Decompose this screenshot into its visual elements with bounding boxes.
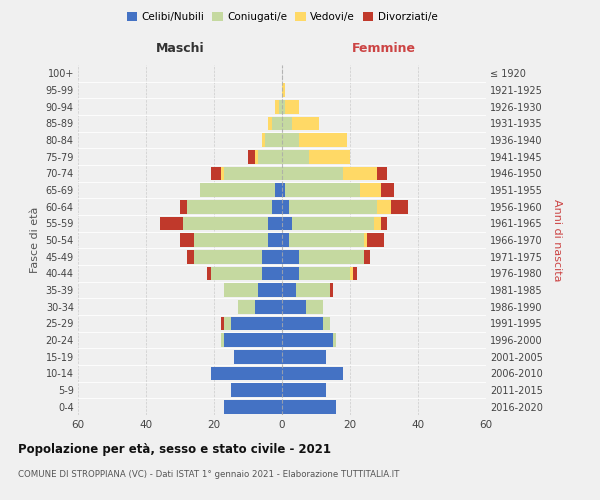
Bar <box>160 216 184 230</box>
Bar <box>231 383 282 397</box>
Bar <box>343 166 377 180</box>
Bar <box>194 250 262 264</box>
Bar <box>329 283 333 297</box>
Bar <box>255 300 282 314</box>
Bar <box>350 266 353 280</box>
Bar <box>282 266 299 280</box>
Bar <box>224 333 282 347</box>
Bar <box>258 283 282 297</box>
Bar <box>224 400 282 413</box>
Bar <box>231 316 282 330</box>
Bar <box>282 383 326 397</box>
Text: Popolazione per età, sesso e stato civile - 2021: Popolazione per età, sesso e stato civil… <box>18 442 331 456</box>
Bar <box>194 233 268 247</box>
Bar <box>282 300 306 314</box>
Bar <box>282 333 333 347</box>
Bar <box>262 266 282 280</box>
Bar <box>306 300 323 314</box>
Bar <box>238 300 255 314</box>
Bar <box>289 200 377 213</box>
Bar <box>377 200 391 213</box>
Bar <box>262 250 282 264</box>
Bar <box>282 166 343 180</box>
Bar <box>221 333 224 347</box>
Bar <box>323 316 329 330</box>
Bar <box>282 216 292 230</box>
Bar <box>364 250 370 264</box>
Bar <box>282 100 286 114</box>
Bar <box>282 283 296 297</box>
Bar <box>180 233 194 247</box>
Bar <box>282 83 286 97</box>
Bar <box>187 250 194 264</box>
Bar <box>262 133 265 147</box>
Bar <box>299 266 350 280</box>
Bar <box>272 200 282 213</box>
Bar <box>265 133 282 147</box>
Bar <box>391 200 408 213</box>
Bar <box>278 100 282 114</box>
Bar <box>282 316 323 330</box>
Bar <box>235 350 282 364</box>
Bar <box>282 350 326 364</box>
Bar <box>292 216 374 230</box>
Bar <box>184 216 268 230</box>
Bar <box>289 233 364 247</box>
Bar <box>211 166 221 180</box>
Bar <box>258 150 282 164</box>
Bar <box>286 183 360 197</box>
Bar <box>292 116 319 130</box>
Text: Maschi: Maschi <box>155 42 205 55</box>
Bar <box>282 366 343 380</box>
Bar <box>377 166 388 180</box>
Bar <box>374 216 380 230</box>
Bar <box>248 150 255 164</box>
Bar <box>367 233 384 247</box>
Bar <box>211 366 282 380</box>
Bar <box>221 316 224 330</box>
Text: COMUNE DI STROPPIANA (VC) - Dati ISTAT 1° gennaio 2021 - Elaborazione TUTTITALIA: COMUNE DI STROPPIANA (VC) - Dati ISTAT 1… <box>18 470 400 479</box>
Bar <box>299 133 347 147</box>
Bar <box>275 100 278 114</box>
Bar <box>360 183 380 197</box>
Bar <box>272 116 282 130</box>
Bar <box>309 150 350 164</box>
Bar <box>282 150 309 164</box>
Bar <box>207 266 211 280</box>
Bar <box>364 233 367 247</box>
Bar <box>353 266 357 280</box>
Bar <box>282 400 337 413</box>
Bar <box>187 200 272 213</box>
Bar <box>296 283 329 297</box>
Text: Femmine: Femmine <box>352 42 416 55</box>
Bar <box>211 266 262 280</box>
Bar <box>282 116 292 130</box>
Bar <box>224 316 231 330</box>
Bar <box>282 200 289 213</box>
Bar <box>180 200 187 213</box>
Bar <box>333 333 337 347</box>
Bar <box>286 100 299 114</box>
Legend: Celibi/Nubili, Coniugati/e, Vedovi/e, Divorziati/e: Celibi/Nubili, Coniugati/e, Vedovi/e, Di… <box>122 8 442 26</box>
Bar <box>224 166 282 180</box>
Y-axis label: Fasce di età: Fasce di età <box>30 207 40 273</box>
Bar <box>255 150 258 164</box>
Bar <box>380 216 388 230</box>
Bar <box>282 233 289 247</box>
Bar <box>224 283 258 297</box>
Bar <box>268 233 282 247</box>
Bar <box>221 166 224 180</box>
Bar <box>275 183 282 197</box>
Bar <box>200 183 275 197</box>
Bar <box>268 216 282 230</box>
Y-axis label: Anni di nascita: Anni di nascita <box>553 198 562 281</box>
Bar <box>282 250 299 264</box>
Bar <box>299 250 364 264</box>
Bar <box>268 116 272 130</box>
Bar <box>282 183 286 197</box>
Bar <box>380 183 394 197</box>
Bar <box>282 133 299 147</box>
